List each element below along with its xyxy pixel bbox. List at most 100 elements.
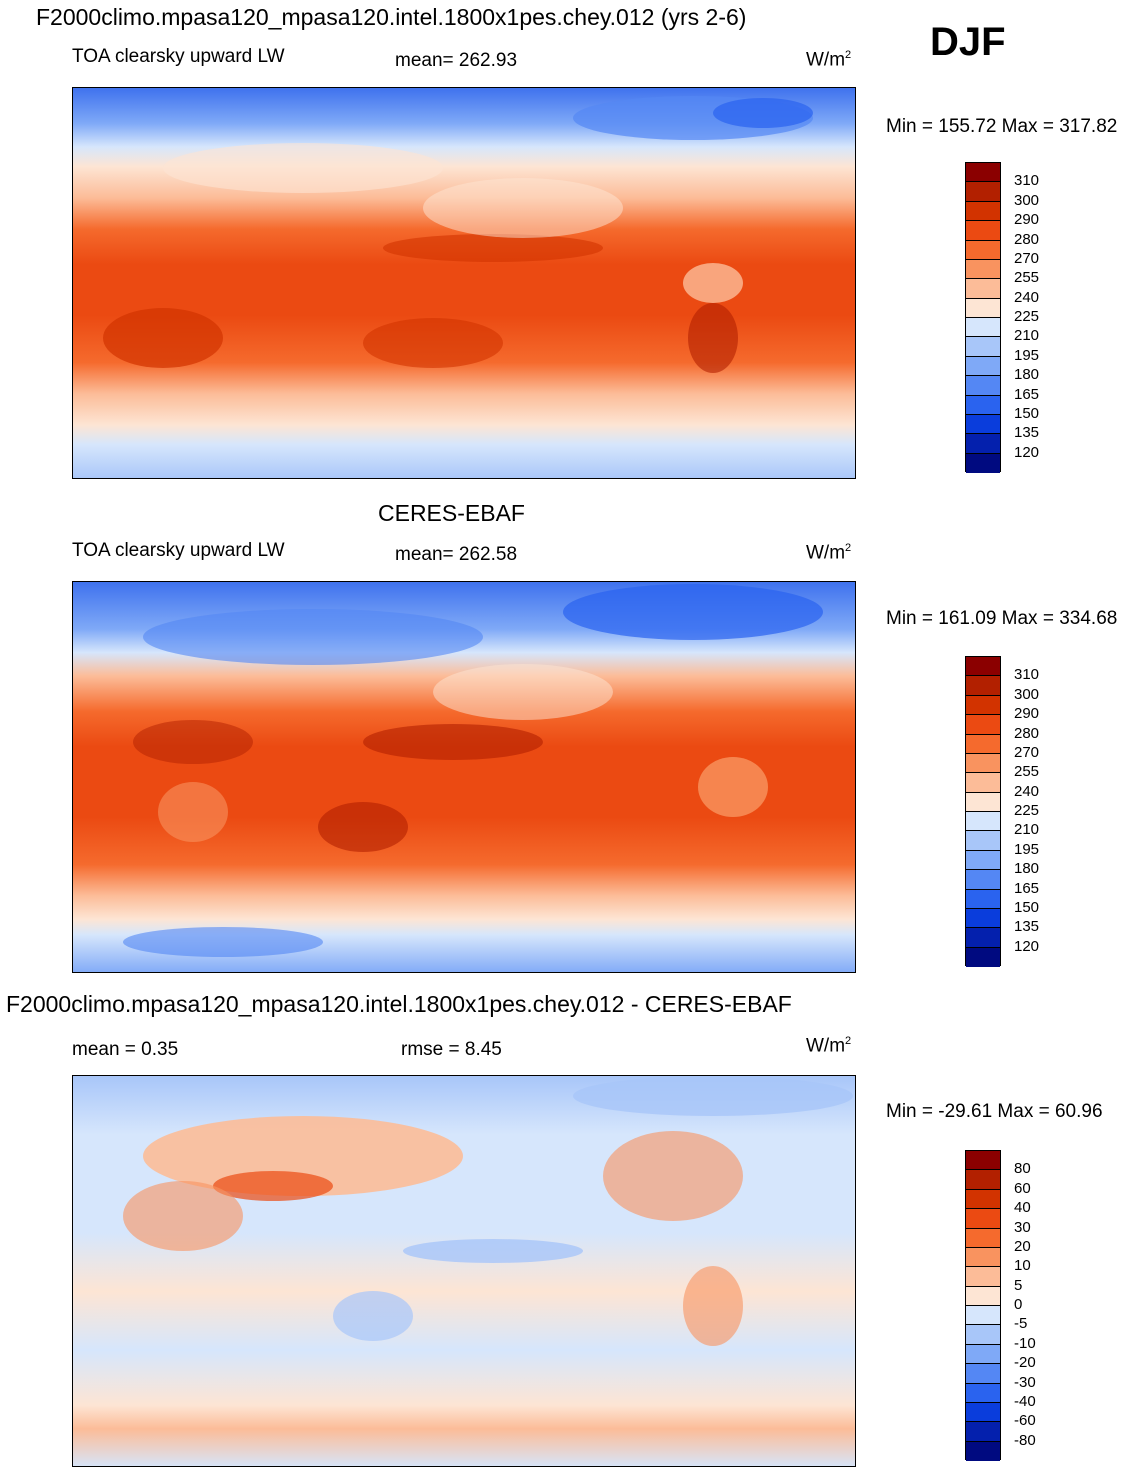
diff-colorbar-swatch xyxy=(966,1306,1000,1326)
obs-colorbar-swatch xyxy=(966,947,1000,967)
obs-colorbar-swatch xyxy=(966,753,1000,774)
model-colorbar-tick-label: 180 xyxy=(1014,366,1040,384)
model-minmax-label: Min = 155.72 Max = 317.82 xyxy=(886,116,1118,137)
obs-colorbar-swatch xyxy=(966,812,1000,832)
diff-colorbar-swatch xyxy=(966,1422,1000,1442)
obs-colorbar xyxy=(965,656,1001,967)
diff-colorbar-swatch xyxy=(966,1170,1000,1190)
model-colorbar-swatch xyxy=(966,434,1000,454)
model-variable-label: TOA clearsky upward LW xyxy=(72,46,285,67)
obs-colorbar-tick-label: 195 xyxy=(1014,840,1040,858)
obs-colorbar-tick-label: 310 xyxy=(1014,666,1040,684)
model-colorbar-swatch xyxy=(966,356,1000,377)
obs-colorbar-tick-label: 165 xyxy=(1014,879,1040,897)
model-colorbar-tick-label: 255 xyxy=(1014,269,1040,287)
obs-colorbar-swatch xyxy=(966,792,1000,812)
diff-colorbar-swatch xyxy=(966,1344,1000,1365)
diff-colorbar-tick-label: 5 xyxy=(1014,1276,1023,1294)
model-colorbar-tick-label: 195 xyxy=(1014,346,1040,364)
model-map xyxy=(72,87,856,479)
model-colorbar-swatch xyxy=(966,453,1000,473)
obs-colorbar-swatch xyxy=(966,715,1000,735)
model-colorbar-tick-label: 300 xyxy=(1014,191,1040,209)
diff-colorbar-swatch xyxy=(966,1151,1000,1171)
model-colorbar-swatch xyxy=(966,414,1000,435)
model-colorbar-swatch xyxy=(966,279,1000,299)
diff-colorbar-tick-label: 40 xyxy=(1014,1199,1031,1217)
model-panel-title: F2000climo.mpasa120_mpasa120.intel.1800x… xyxy=(36,4,747,30)
obs-colorbar-swatch xyxy=(966,870,1000,890)
diff-units-label: W/m2 xyxy=(806,1035,852,1057)
obs-colorbar-swatch xyxy=(966,734,1000,754)
diff-panel-title: F2000climo.mpasa120_mpasa120.intel.1800x… xyxy=(6,991,792,1017)
obs-mean-label: mean= 262.58 xyxy=(395,544,518,565)
diff-colorbar-swatch xyxy=(966,1286,1000,1306)
obs-colorbar-swatch xyxy=(966,928,1000,948)
obs-colorbar-tick-label: 290 xyxy=(1014,705,1040,723)
diff-colorbar-tick-label: 10 xyxy=(1014,1257,1031,1275)
model-colorbar-tick-label: 310 xyxy=(1014,172,1040,190)
diff-colorbar-swatch xyxy=(966,1383,1000,1403)
model-colorbar-swatch xyxy=(966,376,1000,396)
obs-map-field xyxy=(73,582,855,972)
diff-colorbar-swatch xyxy=(966,1325,1000,1345)
diff-colorbar-tick-label: -30 xyxy=(1014,1373,1036,1391)
diff-colorbar-swatch xyxy=(966,1364,1000,1384)
model-colorbar-tick-label: 280 xyxy=(1014,230,1040,248)
obs-colorbar-swatch xyxy=(966,889,1000,909)
diff-map xyxy=(72,1075,856,1467)
obs-colorbar-swatch xyxy=(966,657,1000,677)
model-colorbar-swatch xyxy=(966,240,1000,260)
model-mean-label: mean= 262.93 xyxy=(395,50,518,71)
diff-minmax-label: Min = -29.61 Max = 60.96 xyxy=(886,1101,1103,1122)
obs-colorbar-tick-label: 270 xyxy=(1014,743,1040,761)
model-colorbar-swatch xyxy=(966,337,1000,357)
diff-colorbar-tick-label: 0 xyxy=(1014,1296,1023,1313)
diff-colorbar-swatch xyxy=(966,1228,1000,1248)
model-colorbar xyxy=(965,162,1001,473)
model-colorbar-tick-label: 290 xyxy=(1014,211,1040,229)
diff-colorbar-tick-label: -10 xyxy=(1014,1334,1036,1352)
obs-panel-title: CERES-EBAF xyxy=(378,500,525,526)
diff-colorbar-tick-label: -20 xyxy=(1014,1354,1036,1372)
model-colorbar-tick-label: 270 xyxy=(1014,249,1040,267)
diff-colorbar-swatch xyxy=(966,1209,1000,1229)
model-colorbar-tick-label: 210 xyxy=(1014,327,1040,345)
model-colorbar-tick-label: 135 xyxy=(1014,424,1040,442)
obs-units-label: W/m2 xyxy=(806,542,852,564)
obs-colorbar-swatch xyxy=(966,695,1000,716)
diff-colorbar-tick-label: -40 xyxy=(1014,1392,1036,1410)
diff-colorbar-tick-label: -60 xyxy=(1014,1412,1036,1430)
diff-colorbar-tick-label: 60 xyxy=(1014,1179,1031,1197)
obs-colorbar-swatch xyxy=(966,676,1000,696)
model-colorbar-tick-label: 240 xyxy=(1014,288,1040,306)
obs-colorbar-tick-label: 280 xyxy=(1014,724,1040,742)
diff-colorbar-tick-label: 80 xyxy=(1014,1160,1031,1178)
obs-colorbar-swatch xyxy=(966,908,1000,929)
obs-colorbar-tick-label: 150 xyxy=(1014,898,1040,916)
obs-minmax-label: Min = 161.09 Max = 334.68 xyxy=(886,608,1118,629)
diff-colorbar-tick-label: -5 xyxy=(1014,1315,1028,1333)
obs-variable-label: TOA clearsky upward LW xyxy=(72,540,285,561)
diff-rmse-label: rmse = 8.45 xyxy=(401,1039,502,1060)
model-colorbar-swatch xyxy=(966,182,1000,202)
diff-colorbar-swatch xyxy=(966,1247,1000,1268)
diff-mean-label: mean = 0.35 xyxy=(72,1039,179,1060)
diff-colorbar-swatch xyxy=(966,1267,1000,1287)
diff-colorbar-swatch xyxy=(966,1402,1000,1423)
model-colorbar-swatch xyxy=(966,318,1000,338)
season-label: DJF xyxy=(930,20,1006,64)
model-colorbar-tick-label: 120 xyxy=(1014,443,1040,461)
model-colorbar-swatch xyxy=(966,298,1000,318)
obs-colorbar-tick-label: 135 xyxy=(1014,918,1040,936)
obs-colorbar-tick-label: 180 xyxy=(1014,860,1040,878)
model-map-field xyxy=(73,88,855,478)
obs-colorbar-tick-label: 300 xyxy=(1014,685,1040,703)
diff-colorbar xyxy=(965,1150,1001,1461)
obs-colorbar-swatch xyxy=(966,773,1000,793)
obs-colorbar-tick-label: 240 xyxy=(1014,782,1040,800)
model-colorbar-tick-label: 225 xyxy=(1014,308,1040,325)
model-colorbar-swatch xyxy=(966,163,1000,183)
model-units-label: W/m2 xyxy=(806,49,852,71)
model-colorbar-swatch xyxy=(966,259,1000,280)
